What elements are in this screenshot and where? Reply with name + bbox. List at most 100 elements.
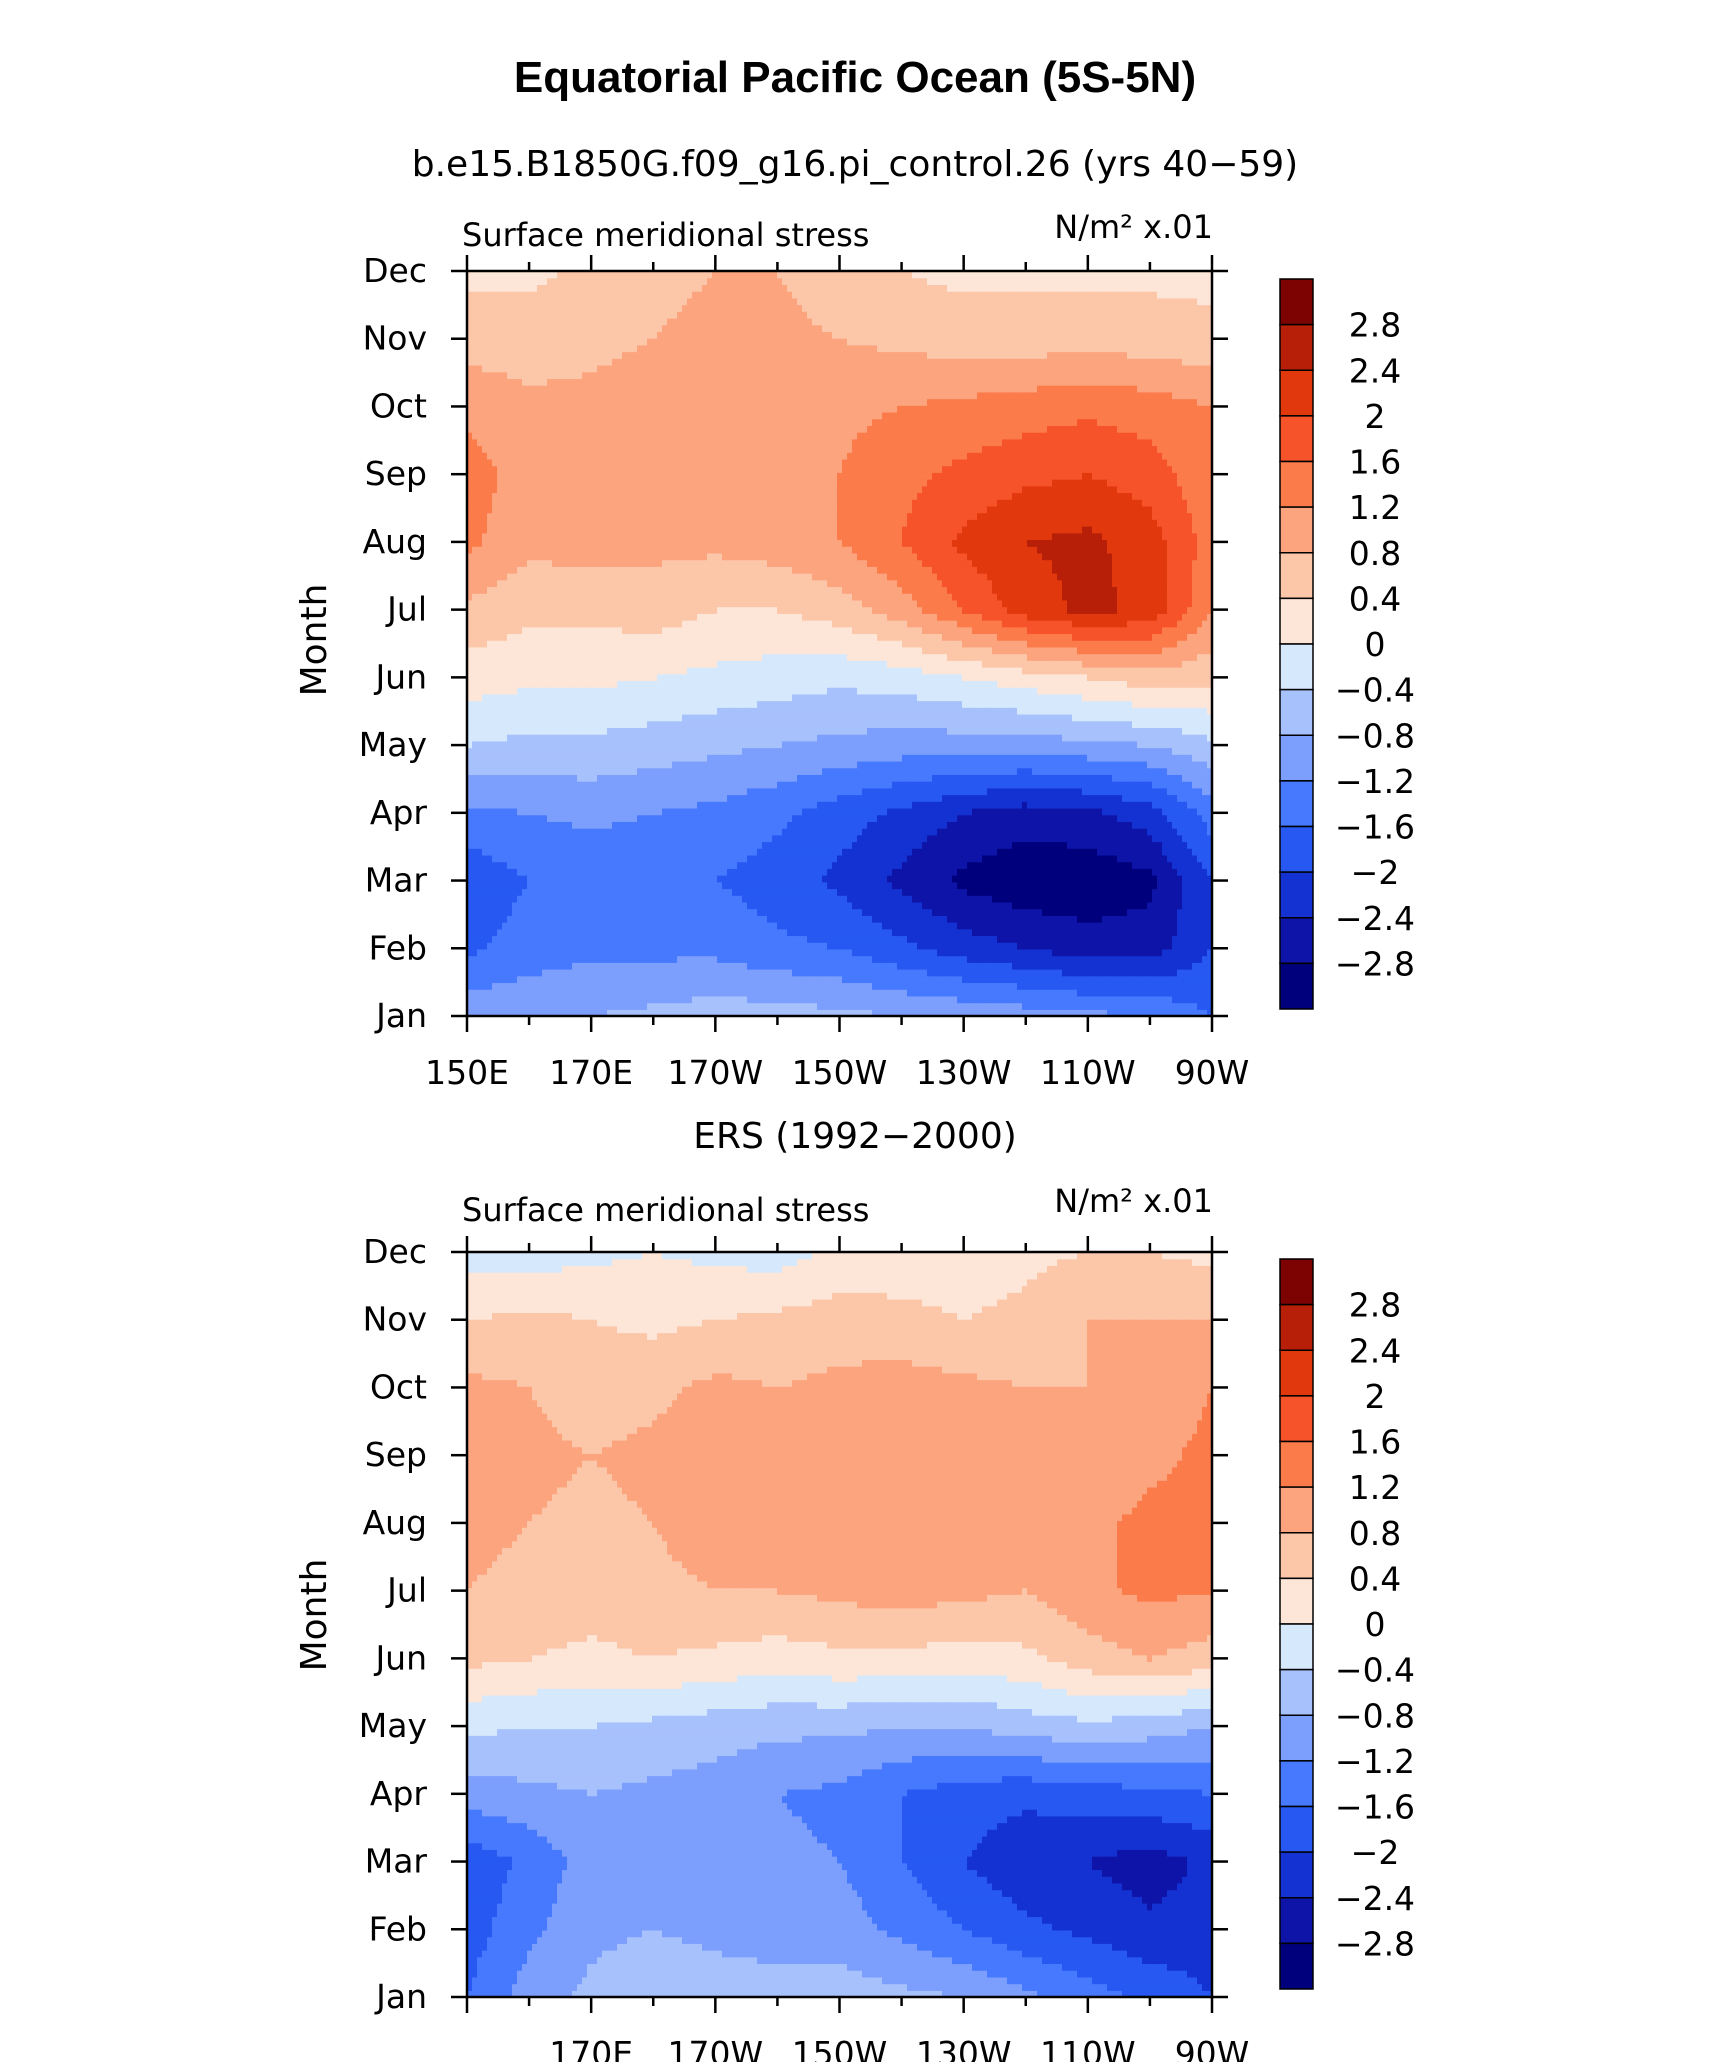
contour-cell [527,1002,533,1010]
contour-cell [587,969,593,977]
contour-cell [712,1002,718,1010]
contour-cell [1022,982,1028,990]
contour-cell [587,854,593,863]
contour-cell [1152,821,1158,829]
contour-cell [497,989,503,997]
contour-cell [952,908,958,916]
contour-cell [887,922,893,930]
contour-cell [837,1009,843,1017]
contour-cell [877,794,883,802]
contour-cell [1207,922,1213,930]
contour-cell [1082,962,1088,970]
contour-cell [597,794,603,802]
contour-cell [1177,975,1183,984]
contour-cell [772,901,778,910]
contour-cell [562,895,568,903]
contour-cell [772,834,778,843]
contour-cell [597,922,603,930]
contour-cell [1162,801,1168,809]
contour-cell [532,915,538,923]
contour-cell [997,875,1003,883]
contour-cell [837,895,843,903]
contour-cell [607,969,613,977]
contour-cell [927,995,933,1004]
contour-cell [487,955,493,963]
contour-cell [642,962,648,970]
contour-cell [917,1002,923,1010]
contour-cell [527,962,533,970]
contour-cell [1117,948,1123,957]
contour-cell [1032,928,1038,937]
contour-cell [552,868,558,876]
contour-cell [502,942,508,950]
contour-cell [1112,881,1118,890]
contour-cell [937,901,943,910]
contour-cell [482,975,488,984]
contour-cell [907,989,913,997]
contour-cell [1042,928,1048,937]
contour-cell [772,995,778,1004]
contour-cell [1197,875,1203,883]
contour-cell [932,908,938,916]
contour-cell [1137,801,1143,809]
contour-cell [1112,989,1118,997]
contour-cell [962,888,968,896]
contour-cell [677,922,683,930]
contour-cell [1022,901,1028,910]
contour-cell [937,969,943,977]
contour-cell [627,969,633,977]
contour-cell [917,955,923,963]
contour-cell [927,928,933,937]
contour-cell [757,922,763,930]
contour-cell [942,922,948,930]
contour-cell [937,801,943,809]
contour-cell [687,875,693,883]
contour-cell [1152,1002,1158,1010]
contour-cell [577,841,583,849]
contour-cell [487,901,493,910]
contour-cell [862,975,868,984]
contour-cell [697,935,703,943]
contour-cell [617,895,623,903]
contour-cell [717,841,723,849]
contour-cell [747,915,753,923]
contour-cell [1117,982,1123,990]
contour-cell [1052,975,1058,984]
contour-cell [1022,841,1028,849]
contour-cell [617,881,623,890]
contour-cell [492,821,498,829]
contour-cell [857,861,863,869]
contour-cell [1087,975,1093,984]
contour-cell [1047,794,1053,802]
contour-cell [567,955,573,963]
contour-cell [1167,807,1173,816]
contour-cell [1037,888,1043,896]
contour-cell [962,942,968,950]
contour-cell [997,834,1003,843]
contour-cell [997,828,1003,836]
contour-cell [1072,962,1078,970]
contour-cell [792,868,798,876]
contour-cell [772,908,778,916]
contour-cell [1067,948,1073,957]
contour-cell [1137,834,1143,843]
contour-cell [822,787,828,796]
contour-cell [722,828,728,836]
contour-cell [957,922,963,930]
contour-cell [697,989,703,997]
contour-cell [877,982,883,990]
contour-cell [612,1009,618,1017]
contour-cell [767,915,773,923]
contour-cell [837,807,843,816]
contour-cell [1157,915,1163,923]
contour-cell [497,888,503,896]
contour-cell [697,975,703,984]
contour-cell [1167,801,1173,809]
contour-cell [527,942,533,950]
contour-cell [1032,875,1038,883]
contour-cell [567,814,573,822]
contour-cell [567,841,573,849]
contour-cell [537,841,543,849]
contour-cell [877,975,883,984]
contour-cell [1012,801,1018,809]
